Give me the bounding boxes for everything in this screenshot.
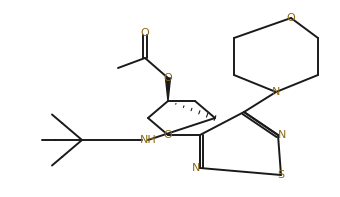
Text: N: N: [272, 87, 280, 97]
Polygon shape: [166, 78, 170, 101]
Text: O: O: [141, 28, 149, 38]
Text: O: O: [164, 73, 172, 83]
Text: O: O: [287, 13, 295, 23]
Text: O: O: [164, 130, 172, 140]
Text: NH: NH: [140, 135, 156, 145]
Text: S: S: [277, 170, 285, 180]
Text: N: N: [192, 163, 200, 173]
Text: N: N: [278, 130, 286, 140]
